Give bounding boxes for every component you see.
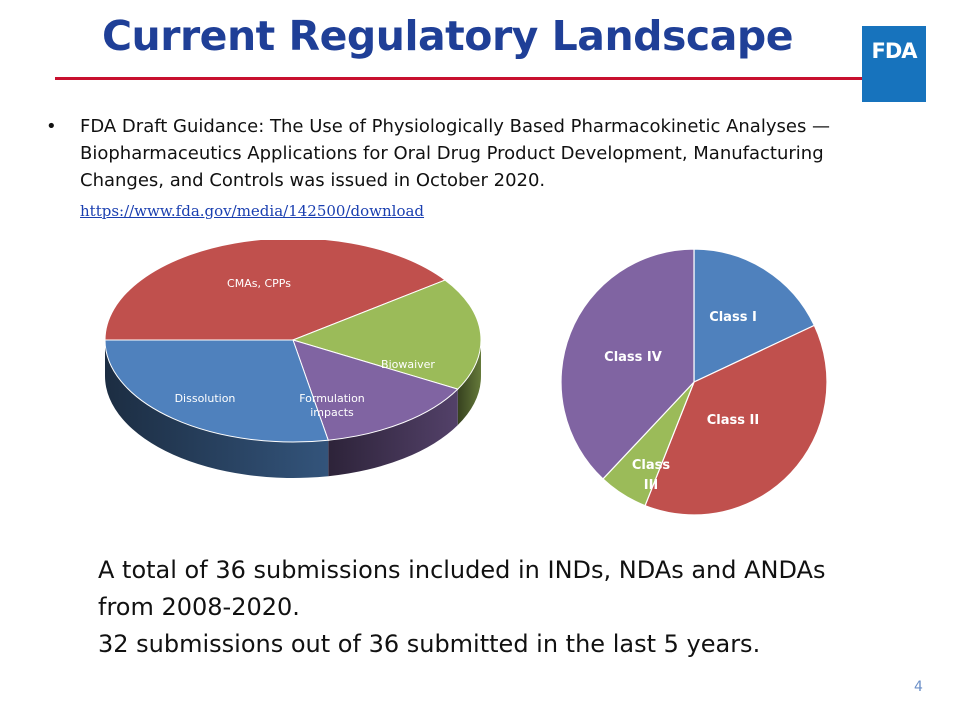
pie3d-side-walls — [105, 340, 481, 478]
fda-logo: FDA — [862, 26, 926, 102]
guidance-bullet: • FDA Draft Guidance: The Use of Physiol… — [46, 113, 890, 194]
pie3d-side-biowaiver — [457, 340, 481, 426]
bullet-icon: • — [46, 116, 57, 137]
guidance-link[interactable]: https://www.fda.gov/media/142500/downloa… — [80, 202, 425, 220]
pie3d-label-cmas-cpps: CMAs, CPPs — [227, 277, 291, 290]
pie3d-label-formulation-impacts: Formulation impacts — [299, 392, 365, 419]
pie3d-side-dissolution — [105, 340, 329, 478]
slide-title: Current Regulatory Landscape — [101, 12, 794, 60]
pie-chart-bcs-class: Class I Class II Class III Class IV — [560, 248, 828, 516]
summary-text: A total of 36 submissions included in IN… — [98, 552, 918, 663]
summary-line-3: 32 submissions out of 36 submitted in th… — [98, 630, 761, 658]
title-underline — [55, 77, 867, 80]
pie2d-label-class-i: Class I — [709, 310, 757, 325]
pie2d-slice-class-ii — [644, 324, 828, 516]
pie3d-slice-biowaiver — [291, 279, 482, 390]
pie2d-slice-class-i — [693, 248, 816, 383]
pie2d-label-class-iii: Class III — [632, 458, 671, 493]
fda-logo-text: FDA — [871, 39, 917, 63]
pie2d-label-class-iv: Class IV — [604, 350, 662, 365]
guidance-text: FDA Draft Guidance: The Use of Physiolog… — [80, 116, 831, 191]
pie3d-slice-cmas-cpps — [104, 240, 447, 341]
pie3d-label-dissolution: Dissolution — [175, 392, 236, 405]
summary-line-2: from 2008-2020. — [98, 593, 300, 621]
pie3d-slice-dissolution — [104, 339, 329, 443]
pie-chart-3d: CMAs, CPPs Biowaiver Formulation impacts Dis… — [104, 240, 482, 478]
pie2d-label-class-ii: Class II — [707, 413, 759, 428]
pie3d-slice-formulation-impacts — [292, 339, 459, 441]
page-number: 4 — [914, 679, 923, 695]
pie3d-side-formulation-impacts — [328, 389, 458, 477]
summary-line-1: A total of 36 submissions included in IN… — [98, 556, 826, 584]
pie3d-label-biowaiver: Biowaiver — [381, 358, 435, 371]
pie2d-slice-class-iv — [560, 248, 695, 480]
